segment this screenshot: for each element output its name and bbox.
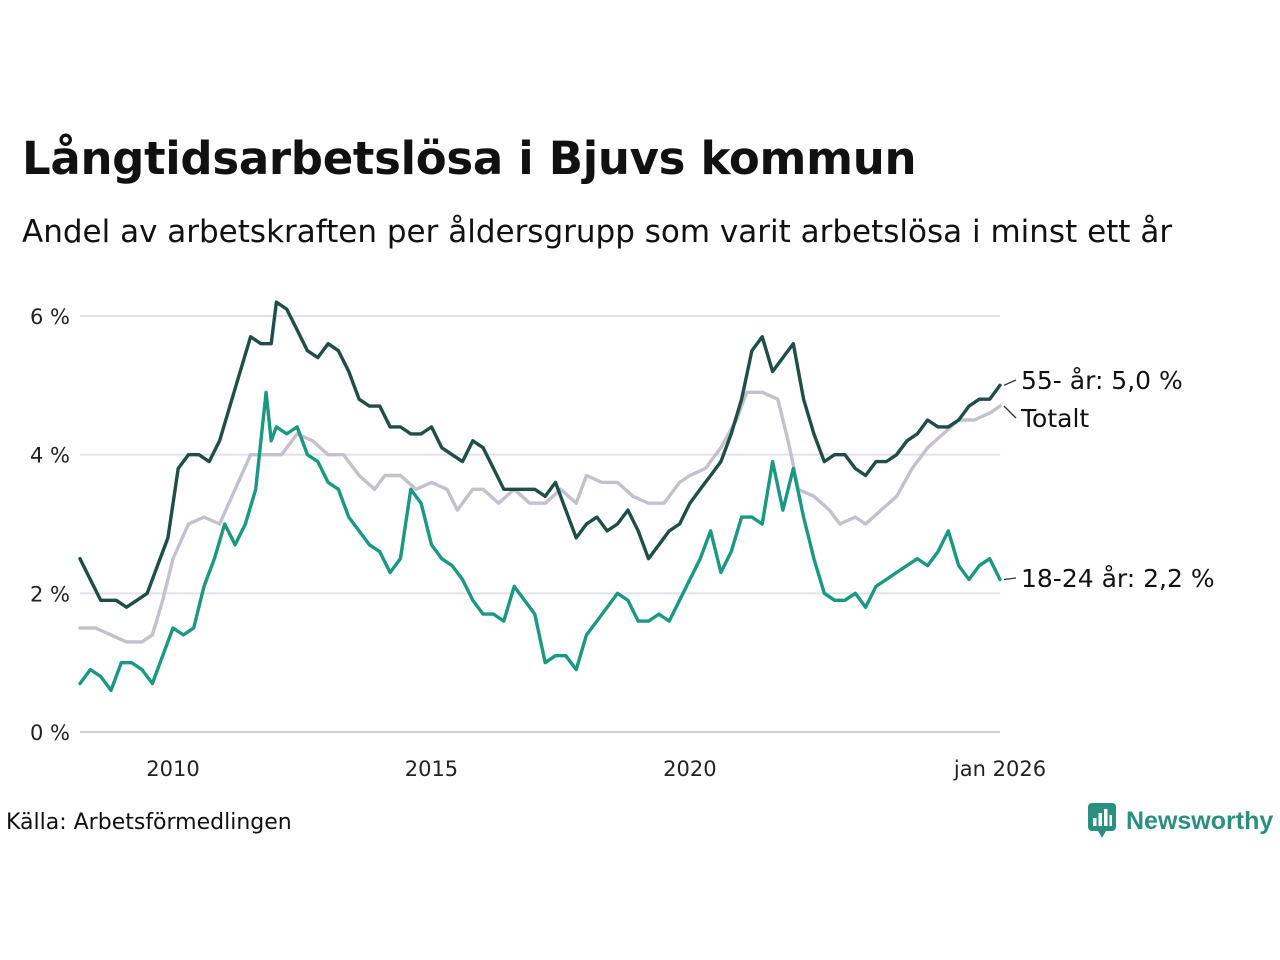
y-tick-label: 4 % xyxy=(30,444,70,468)
series-line xyxy=(78,390,1002,693)
series-end-label: 55- år: 5,0 % xyxy=(1021,366,1183,395)
brand-logo[interactable]: Newsworthy xyxy=(1088,803,1273,839)
series-line xyxy=(78,390,1002,644)
label-leader-line xyxy=(1003,577,1017,581)
y-tick-label: 2 % xyxy=(30,582,70,606)
x-tick-label: 2020 xyxy=(663,757,716,781)
brand-name: Newsworthy xyxy=(1126,806,1274,835)
x-tick-label: 2015 xyxy=(405,757,458,781)
newsworthy-logo-icon xyxy=(1088,803,1116,838)
source-note: Källa: Arbetsförmedlingen xyxy=(6,810,292,835)
x-tick-label: 2010 xyxy=(146,757,199,781)
chart-subtitle: Andel av arbetskraften per åldersgrupp s… xyxy=(22,214,1173,250)
label-leader-line xyxy=(1003,405,1017,419)
chart-title: Långtidsarbetslösa i Bjuvs kommun xyxy=(22,132,917,185)
y-tick-label: 6 % xyxy=(30,305,70,329)
label-leader-line xyxy=(1003,379,1017,386)
x-tick-label: jan 2026 xyxy=(953,757,1046,781)
y-tick-label: 0 % xyxy=(30,721,70,745)
series-end-label: 18-24 år: 2,2 % xyxy=(1021,564,1215,593)
series-line xyxy=(78,300,1002,609)
series-end-label: Totalt xyxy=(1020,404,1089,433)
